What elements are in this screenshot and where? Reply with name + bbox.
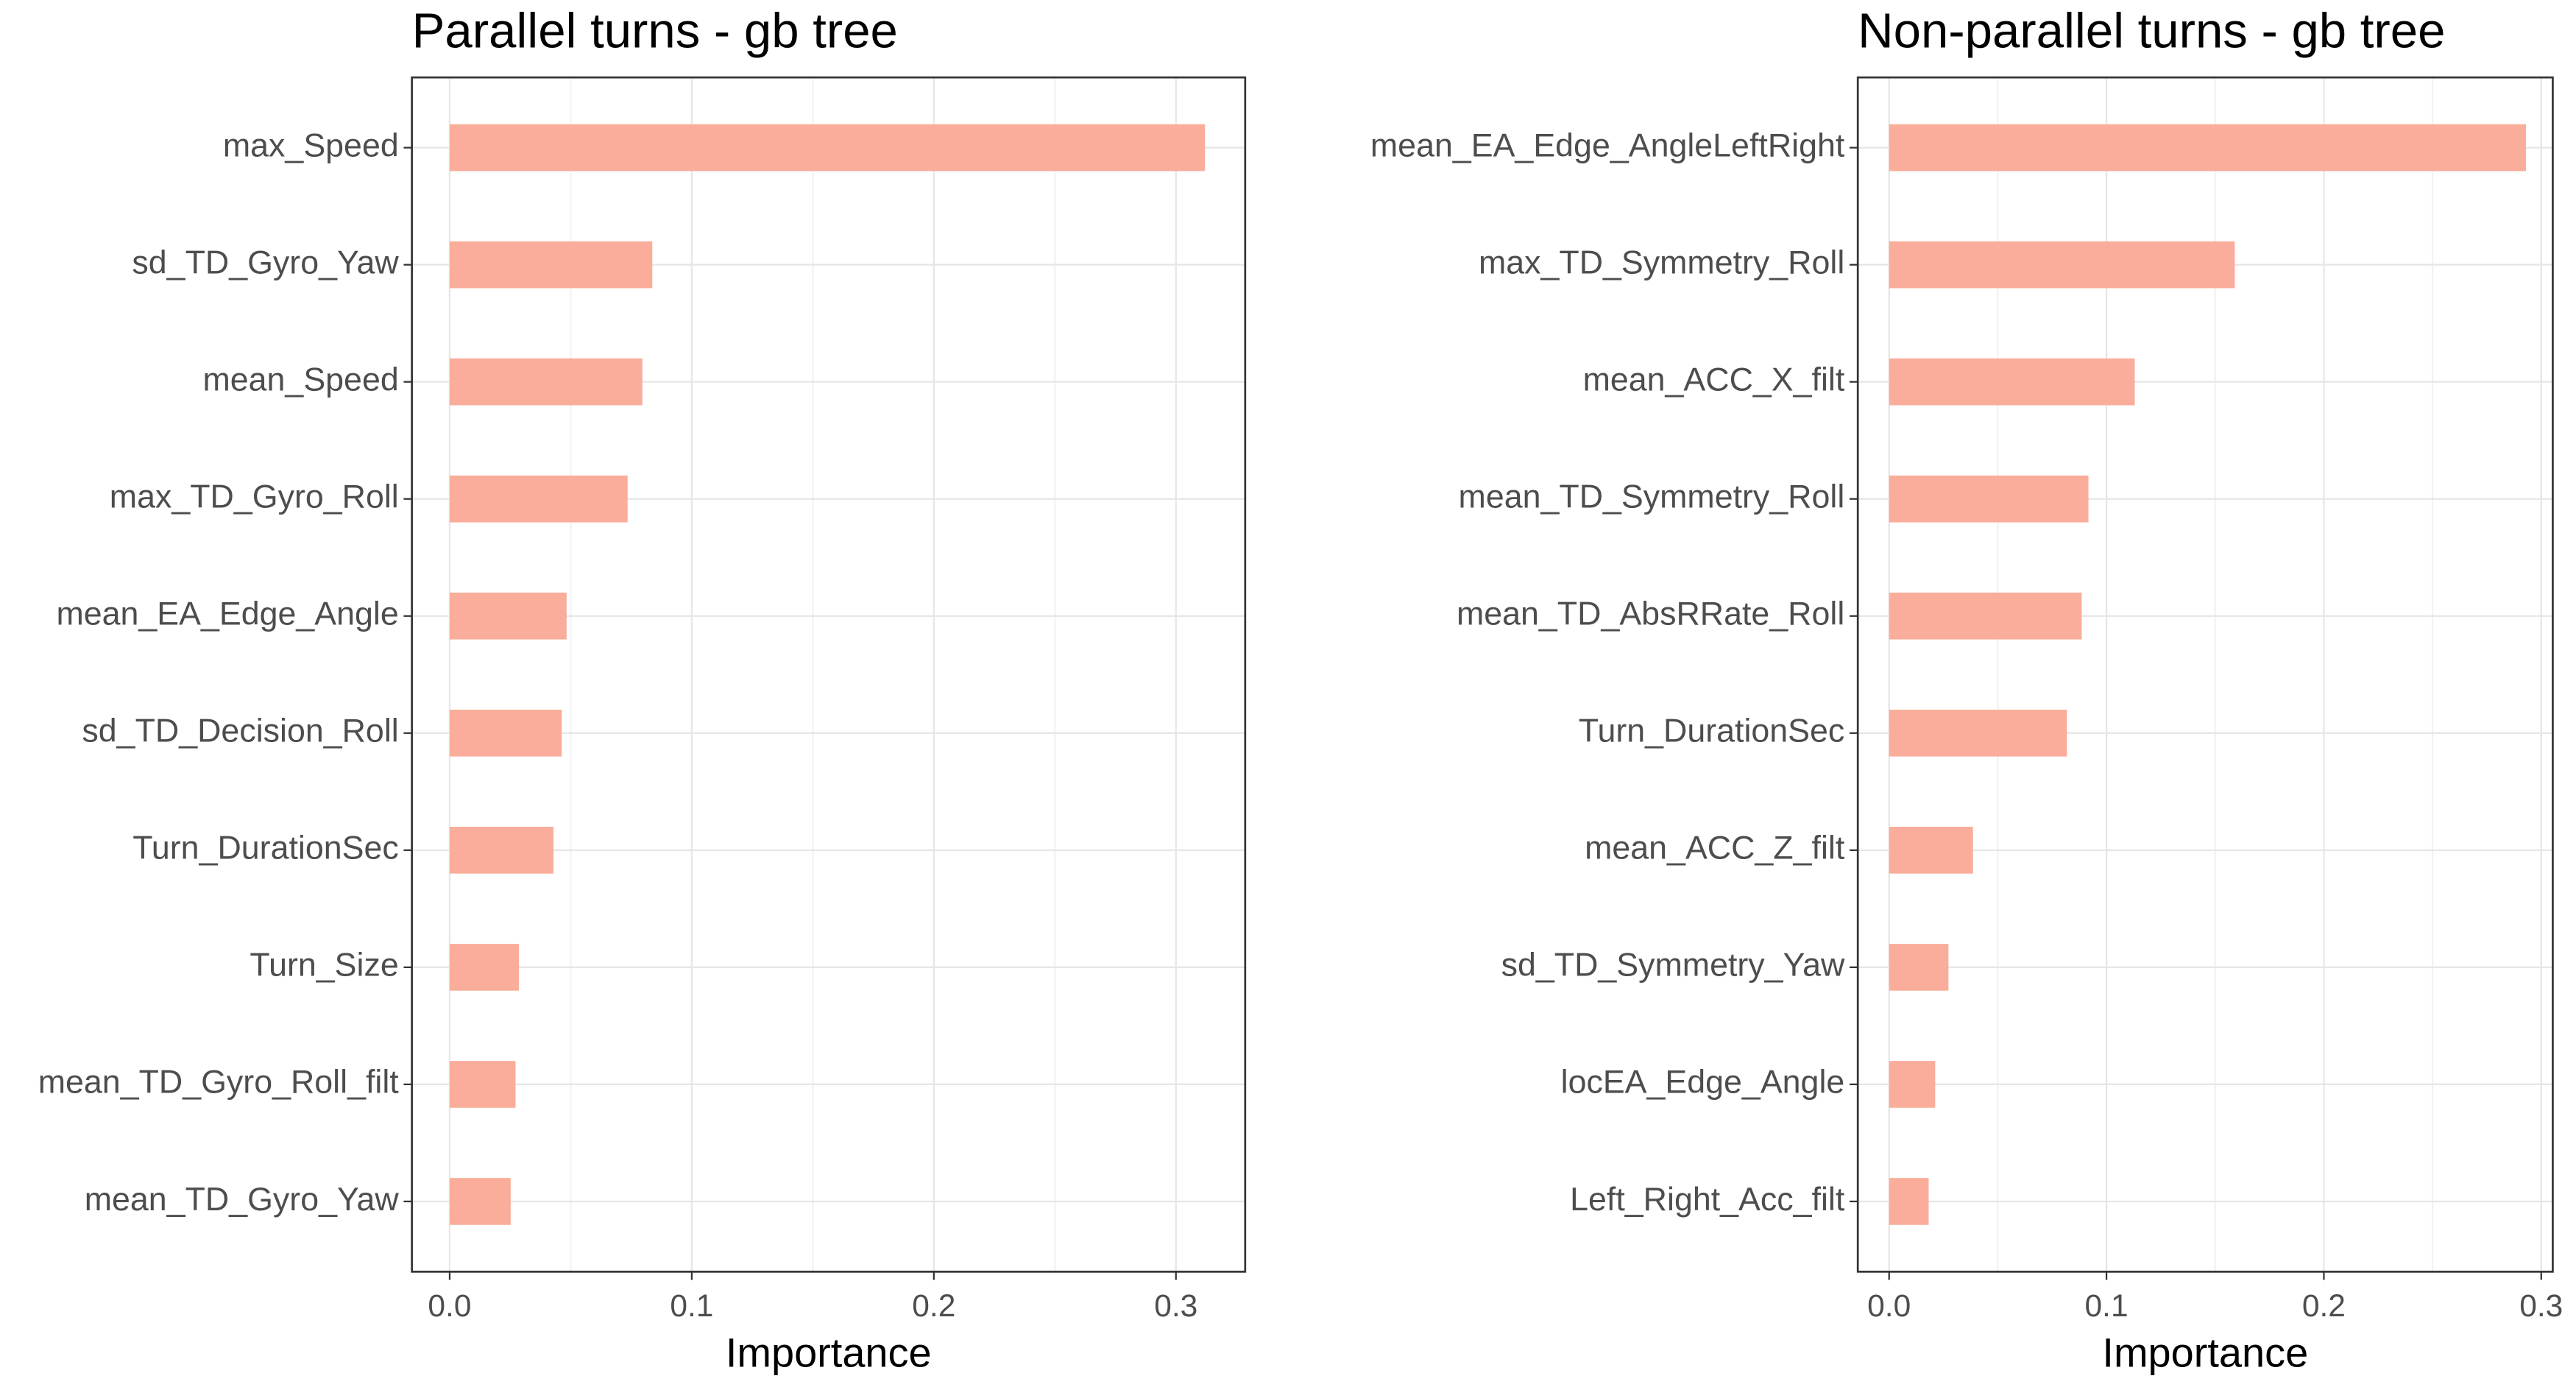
bar: [1889, 475, 2089, 523]
bar: [1889, 1178, 1929, 1225]
bar: [449, 592, 567, 640]
bar: [1889, 358, 2135, 406]
plot-border: [1856, 76, 2554, 1273]
bar: [449, 944, 520, 991]
bar: [1889, 124, 2527, 172]
bar: [449, 709, 562, 757]
bar: [449, 358, 643, 406]
bar: [449, 241, 653, 289]
y-tick-label: max_TD_Symmetry_Roll: [1479, 244, 1844, 280]
y-tick-label: mean_EA_Edge_Angle: [56, 596, 398, 632]
bar: [1889, 827, 1973, 874]
y-tick-label: mean_ACC_Z_filt: [1585, 830, 1845, 867]
bar: [449, 827, 554, 874]
y-tick-label: mean_TD_Gyro_Roll_filt: [38, 1064, 400, 1101]
y-tick-label: mean_TD_Gyro_Yaw: [85, 1181, 400, 1218]
x-tick-label: 0.0: [1867, 1289, 1911, 1324]
y-tick-label: mean_EA_Edge_AngleLeftRight: [1370, 127, 1845, 163]
bar: [449, 475, 628, 523]
y-tick-label: Turn_DurationSec: [1579, 713, 1845, 749]
x-axis-title: Importance: [2102, 1329, 2308, 1375]
x-tick-label: 0.1: [2085, 1289, 2129, 1324]
y-tick-label: Left_Right_Acc_filt: [1570, 1181, 1845, 1218]
x-tick-label: 0.1: [670, 1289, 713, 1324]
y-tick-label: sd_TD_Symmetry_Yaw: [1501, 947, 1845, 984]
y-tick-label: locEA_Edge_Angle: [1561, 1064, 1845, 1101]
chart-title: Parallel turns - gb tree: [412, 4, 898, 59]
y-tick-label: sd_TD_Gyro_Yaw: [132, 244, 399, 280]
bar: [1889, 944, 1949, 991]
bar: [1889, 709, 2067, 757]
x-tick-label: 0.2: [2302, 1289, 2346, 1324]
bar: [449, 1061, 516, 1108]
x-tick-label: 0.3: [2519, 1289, 2563, 1324]
y-tick-label: Turn_Size: [250, 947, 398, 984]
y-tick-label: max_Speed: [223, 127, 399, 163]
y-tick-label: mean_ACC_X_filt: [1583, 361, 1845, 398]
bar: [1889, 1061, 1936, 1108]
y-tick-label: mean_TD_AbsRRate_Roll: [1457, 596, 1844, 632]
plot-border: [411, 76, 1247, 1273]
y-tick-label: mean_Speed: [202, 361, 398, 398]
x-tick-label: 0.3: [1154, 1289, 1197, 1324]
x-tick-label: 0.2: [912, 1289, 955, 1324]
chart-title: Non-parallel turns - gb tree: [1858, 4, 2445, 59]
y-tick-label: max_TD_Gyro_Roll: [110, 479, 399, 515]
bar: [449, 1178, 511, 1225]
x-axis-title: Importance: [726, 1329, 932, 1375]
bar: [1889, 592, 2082, 640]
y-tick-label: mean_TD_Symmetry_Roll: [1459, 479, 1845, 515]
bar: [449, 124, 1206, 172]
y-tick-label: Turn_DurationSec: [132, 830, 399, 867]
x-tick-label: 0.0: [428, 1289, 471, 1324]
y-tick-label: sd_TD_Decision_Roll: [82, 713, 398, 749]
bar: [1889, 241, 2235, 289]
